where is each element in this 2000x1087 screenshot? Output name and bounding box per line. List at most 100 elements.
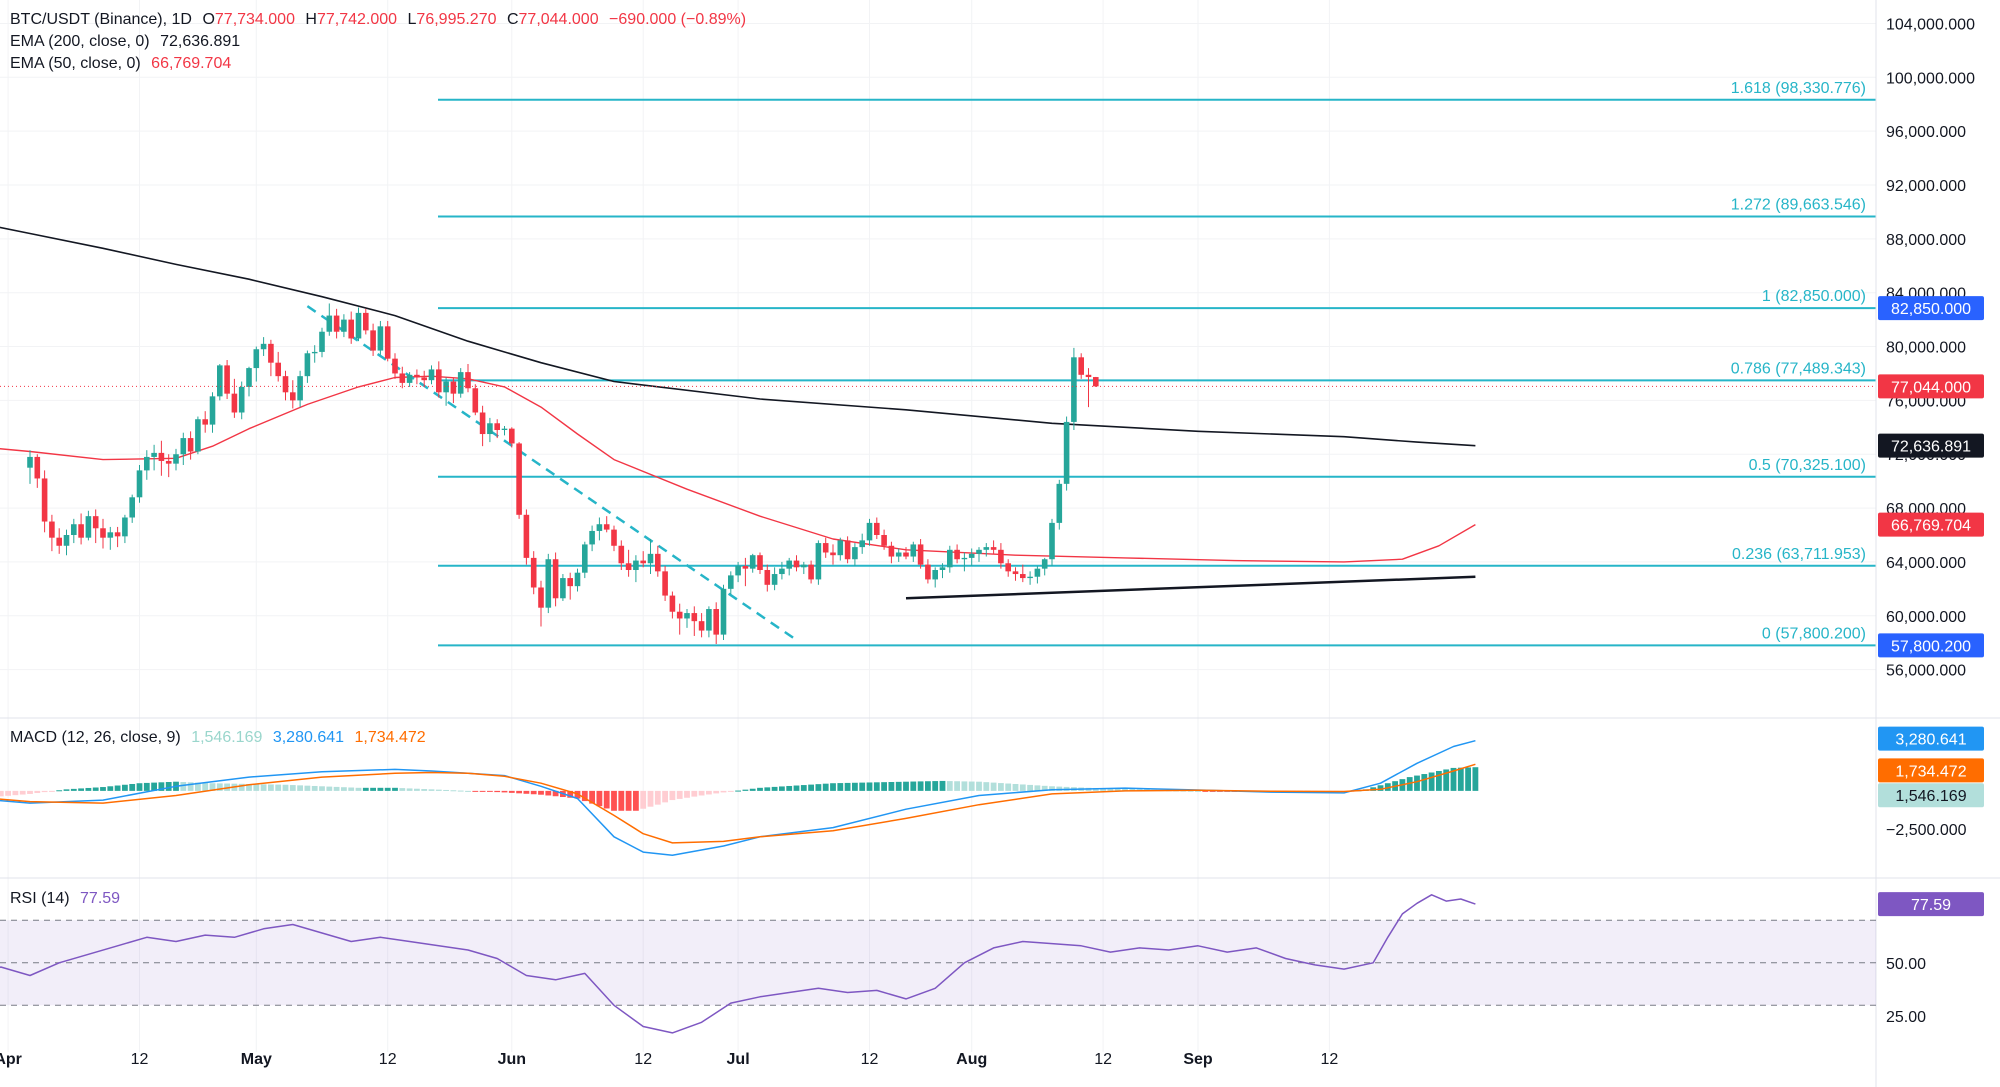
macd-histogram-bar [1049, 786, 1055, 791]
macd-histogram-bar [122, 784, 128, 791]
macd-histogram-bar [1436, 770, 1442, 791]
candle-body [1041, 559, 1048, 569]
macd-histogram-bar [917, 781, 924, 791]
candle-body [852, 547, 858, 560]
x-tick-label: May [241, 1051, 272, 1068]
candle-body [837, 540, 844, 556]
macd-histogram-bar [961, 781, 968, 791]
candle-body [27, 456, 33, 468]
candle-body [815, 543, 822, 580]
macd-histogram-bar [618, 790, 625, 811]
candle-body [479, 412, 486, 435]
candle-body [728, 575, 734, 589]
x-tick-label: 12 [379, 1051, 397, 1068]
ema50-line [0, 375, 1476, 563]
macd-histogram-bar [107, 786, 114, 791]
rsi-value: 77.59 [80, 890, 121, 907]
candle-body [1085, 374, 1092, 378]
macd-histogram-bar [1100, 788, 1106, 791]
candle-body [304, 353, 311, 377]
macd-histogram-bar [275, 784, 282, 791]
macd-price-tag-bg [1878, 726, 1984, 751]
candle-body [932, 570, 938, 580]
macd-histogram-bar [224, 783, 230, 791]
macd-histogram-bar [954, 781, 960, 791]
candle-body [275, 362, 281, 377]
macd-hist-value: 1,546.169 [191, 729, 263, 746]
rsi-y-tick: 25.00 [1886, 1009, 1926, 1026]
price-tag-bg [1878, 512, 1984, 537]
macd-histogram-bar [1457, 767, 1464, 791]
macd-histogram-bar [822, 783, 829, 791]
macd-histogram-bar [1012, 783, 1019, 791]
x-tick-label: 12 [1321, 1051, 1339, 1068]
candle-body [1005, 563, 1011, 572]
macd-histogram-bar [1421, 774, 1428, 791]
macd-histogram-bar [808, 784, 814, 791]
candle-body [633, 560, 639, 570]
rsi-price-tag: 77.59 [1911, 897, 1951, 914]
macd-histogram-bar [925, 781, 931, 791]
candle-body [1056, 483, 1063, 523]
candle-body [990, 547, 997, 550]
macd-histogram-bar [392, 787, 398, 791]
macd-histogram-bar [355, 787, 362, 791]
macd-histogram-bar [216, 783, 223, 791]
macd-histogram-bar [443, 789, 449, 791]
macd-histogram-bar [238, 783, 245, 791]
candle-body [859, 540, 865, 548]
macd-histogram-bar [114, 785, 121, 791]
macd-histogram-bar [552, 790, 559, 797]
macd-histogram-bar [998, 783, 1004, 791]
candle-body [151, 452, 157, 457]
macd-histogram-bar [538, 790, 544, 795]
macd-histogram-bar [187, 782, 194, 791]
macd-histogram-bar [735, 790, 741, 792]
ema50-value: 66,769.704 [151, 55, 232, 72]
price-tag: 66,769.704 [1891, 518, 1971, 535]
macd-histogram-bar [1450, 767, 1457, 791]
rsi-price-tag-bg [1878, 892, 1984, 917]
macd-histogram-bar [450, 790, 457, 792]
macd-histogram-bar [151, 782, 157, 791]
macd-hist-tag: 1,546.169 [1895, 788, 1966, 805]
candle-body [363, 312, 369, 331]
macd-histogram-bar [771, 786, 778, 791]
macd-line-value: 3,280.641 [272, 729, 345, 746]
high-label: H [305, 11, 317, 28]
macd-histogram-bar [1472, 767, 1479, 791]
macd-histogram-bar [990, 782, 997, 791]
candle-body [735, 565, 741, 576]
macd-histogram-bar [56, 790, 63, 792]
fib-price-tag-1: 82,850.000 [1891, 301, 1971, 318]
macd-histogram-bar [49, 790, 55, 792]
macd-histogram-bar [1377, 785, 1384, 791]
candle-body [881, 535, 887, 546]
macd-histogram-bar [830, 783, 836, 791]
macd-histogram-bar [479, 790, 486, 792]
open-label: O [202, 11, 215, 28]
macd-histogram-bar [757, 787, 763, 791]
macd-histogram-bar [165, 782, 172, 791]
candle-body [392, 358, 398, 374]
y-tick-label: 64,000.000 [1886, 555, 1966, 572]
candle-body [311, 351, 318, 354]
candle-body [333, 315, 340, 332]
candle-body [282, 376, 289, 393]
macd-histogram-bar [1428, 772, 1435, 791]
macd-histogram-bar [1034, 785, 1041, 791]
candle-body [195, 419, 201, 452]
candle-body [63, 535, 70, 546]
candle-body [574, 572, 581, 587]
candle-body [384, 326, 391, 359]
macd-line [0, 739, 1476, 856]
macd-histogram-bar [19, 790, 26, 795]
x-tick-label: 12 [131, 1051, 149, 1068]
candle-body [122, 517, 128, 537]
candle-body [793, 560, 800, 568]
macd-histogram-bar [895, 781, 902, 791]
candle-body [647, 553, 654, 564]
candle-body [428, 369, 435, 381]
macd-histogram-bar [421, 789, 428, 791]
